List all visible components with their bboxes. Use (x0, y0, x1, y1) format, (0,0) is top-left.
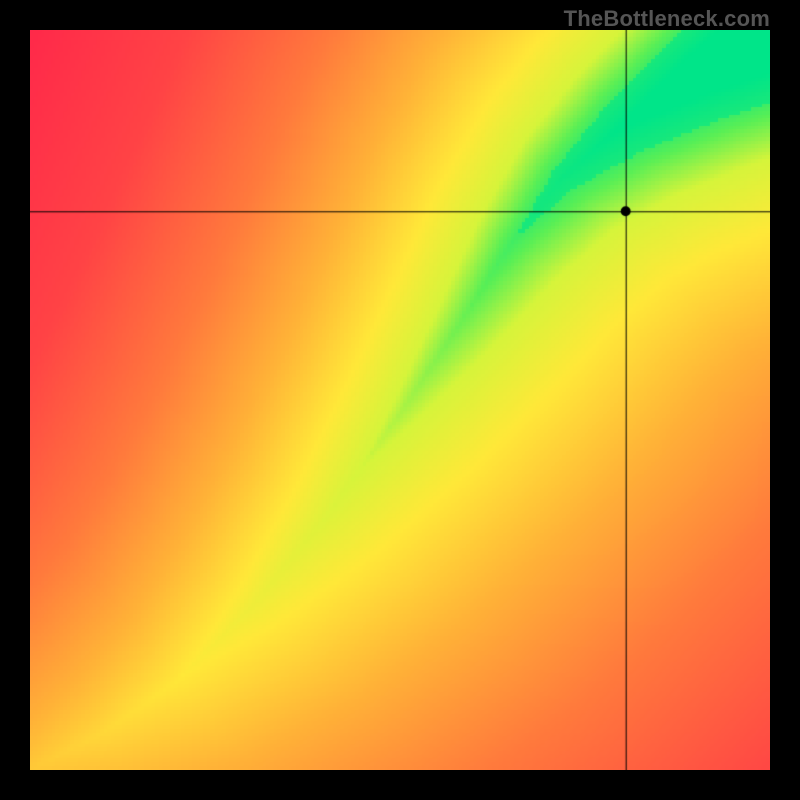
watermark-text: TheBottleneck.com (564, 6, 770, 32)
chart-container: TheBottleneck.com (0, 0, 800, 800)
bottleneck-heatmap (30, 30, 770, 770)
